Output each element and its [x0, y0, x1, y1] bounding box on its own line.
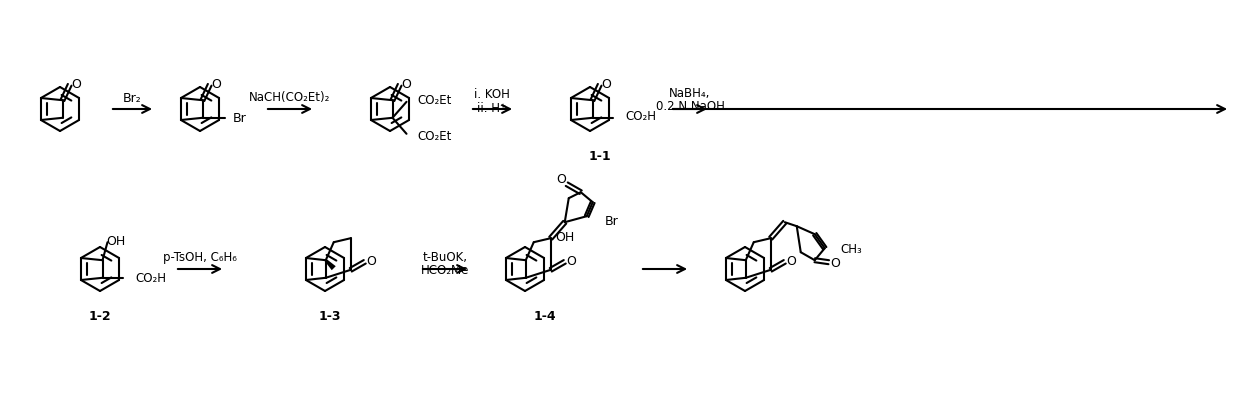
Text: p-TsOH, C₆H₆: p-TsOH, C₆H₆ — [164, 250, 237, 263]
Text: CO₂Et: CO₂Et — [418, 130, 452, 143]
Text: i. KOH: i. KOH — [475, 88, 510, 101]
Text: CO₂H: CO₂H — [135, 272, 166, 285]
Text: O: O — [211, 78, 221, 91]
Text: NaCH(CO₂Et)₂: NaCH(CO₂Et)₂ — [249, 90, 331, 103]
Text: 1-4: 1-4 — [534, 310, 556, 323]
Text: 0.2 N NaOH: 0.2 N NaOH — [655, 100, 725, 113]
Polygon shape — [325, 260, 336, 270]
Text: Br: Br — [233, 112, 247, 125]
Text: HCO₂Me: HCO₂Me — [421, 263, 470, 276]
Text: Br₂: Br₂ — [123, 91, 141, 104]
Text: O: O — [400, 78, 410, 91]
Text: CO₂Et: CO₂Et — [418, 94, 452, 107]
Text: OH: OH — [555, 230, 575, 243]
Text: Br: Br — [605, 214, 618, 227]
Text: O: O — [366, 255, 375, 267]
Text: 1-3: 1-3 — [318, 310, 341, 323]
Text: 1-1: 1-1 — [589, 150, 611, 163]
Text: O: O — [71, 78, 81, 91]
Text: NaBH₄,: NaBH₄, — [669, 87, 711, 100]
Text: O: O — [556, 172, 566, 185]
Text: t-BuOK,: t-BuOK, — [422, 250, 467, 263]
Text: O: O — [601, 78, 611, 91]
Text: CH₃: CH₃ — [841, 242, 862, 255]
Text: O: O — [786, 255, 795, 267]
Text: OH: OH — [105, 234, 125, 247]
Text: O: O — [830, 256, 840, 269]
Text: CO₂H: CO₂H — [624, 110, 655, 123]
Text: O: O — [566, 255, 576, 267]
Text: 1-2: 1-2 — [89, 310, 112, 323]
Text: ii. H⁺: ii. H⁺ — [477, 101, 507, 114]
